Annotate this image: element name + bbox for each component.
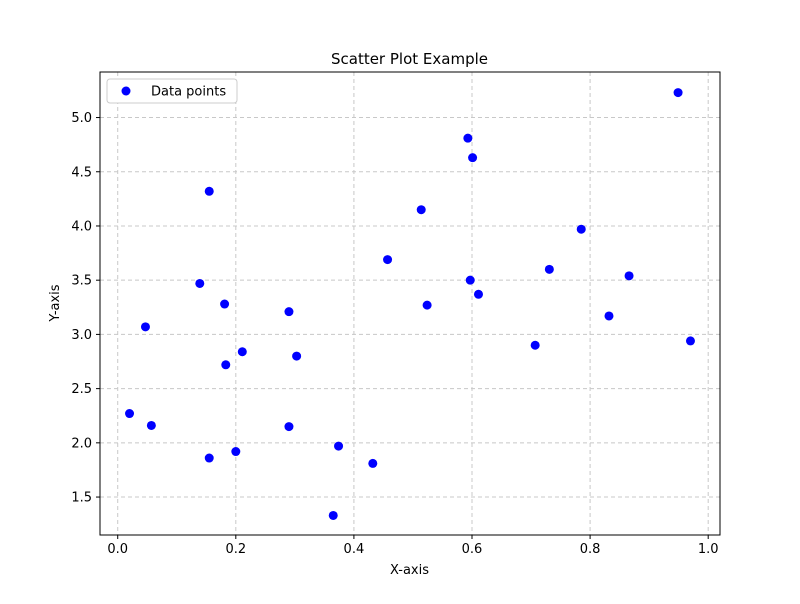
data-point — [416, 205, 426, 215]
plot-frame — [99, 71, 721, 536]
data-point — [292, 351, 302, 361]
x-tick-label: 0.4 — [344, 542, 365, 557]
y-axis-ticks: 1.5 2.0 2.5 3.0 3.5 4.0 4.5 5.0 — [71, 111, 100, 506]
data-point — [604, 311, 614, 321]
data-point — [624, 271, 634, 281]
legend-label: Data points — [151, 85, 226, 100]
data-point — [685, 336, 695, 346]
x-tick-label: 0.6 — [462, 542, 483, 557]
data-point — [422, 300, 432, 310]
data-point — [383, 255, 393, 265]
data-point — [328, 510, 338, 520]
legend-marker — [121, 86, 131, 96]
data-point — [544, 264, 554, 274]
data-point — [125, 409, 135, 419]
y-tick-label: 5.0 — [71, 111, 92, 126]
x-tick-label: 0.8 — [580, 542, 601, 557]
x-tick-label: 0.2 — [225, 542, 246, 557]
data-point — [284, 422, 294, 432]
x-axis-label: X-axis — [390, 563, 429, 578]
data-point — [231, 447, 241, 457]
grid — [100, 72, 720, 535]
data-point — [576, 224, 586, 234]
data-point — [463, 133, 473, 143]
y-tick-label: 2.5 — [71, 382, 92, 397]
y-axis-label: Y-axis — [48, 284, 63, 322]
y-tick-label: 4.0 — [71, 219, 92, 234]
legend: Data points — [106, 78, 238, 104]
data-point — [146, 420, 156, 430]
data-point — [195, 278, 205, 288]
x-axis-ticks: 0.0 0.2 0.4 0.6 0.8 1.0 — [107, 535, 719, 557]
chart-title: Scatter Plot Example — [331, 50, 488, 68]
y-tick-label: 3.0 — [71, 328, 92, 343]
data-point — [284, 307, 294, 317]
data-point — [237, 347, 247, 357]
x-tick-label: 0.0 — [107, 542, 128, 557]
data-point — [473, 289, 483, 299]
data-point — [530, 340, 540, 350]
data-point — [465, 275, 475, 285]
data-point — [368, 458, 378, 468]
data-point — [673, 88, 683, 98]
y-tick-label: 4.5 — [71, 165, 92, 180]
y-tick-label: 2.0 — [71, 436, 92, 451]
y-tick-label: 1.5 — [71, 491, 92, 506]
data-point — [140, 322, 150, 332]
data-point — [334, 441, 344, 451]
data-point — [468, 153, 478, 163]
legend-box — [106, 78, 238, 104]
data-point — [220, 299, 230, 309]
data-points — [125, 88, 695, 520]
y-tick-label: 3.5 — [71, 274, 92, 289]
data-point — [221, 360, 231, 370]
data-point — [204, 186, 214, 196]
x-tick-label: 1.0 — [698, 542, 719, 557]
data-point — [204, 453, 214, 463]
